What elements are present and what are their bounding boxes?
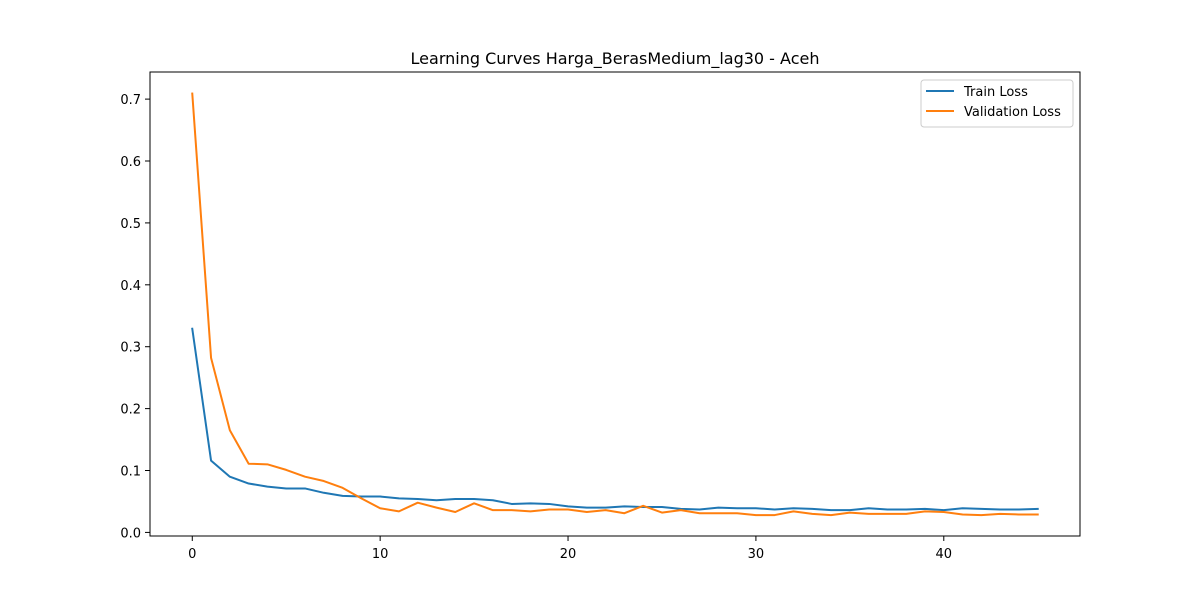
y-tick-label: 0.0 <box>120 526 141 541</box>
legend: Train Loss Validation Loss <box>920 79 1074 128</box>
x-tick-label: 30 <box>748 547 765 562</box>
y-tick-label: 0.3 <box>120 341 141 356</box>
y-tick-label: 0.7 <box>120 93 141 108</box>
x-tick-label: 20 <box>560 547 577 562</box>
y-tick-label: 0.4 <box>120 279 141 294</box>
y-tick-label: 0.5 <box>120 217 141 232</box>
x-tick-label: 10 <box>372 547 389 562</box>
legend-box <box>920 79 1074 128</box>
chart-title: Learning Curves Harga_BerasMedium_lag30 … <box>411 49 820 69</box>
x-tick-label: 0 <box>188 547 196 562</box>
axis-ticks: 0 10 20 30 40 0.0 0.1 0.2 0.3 0.4 0.5 0.6 0.7 <box>120 93 952 562</box>
y-tick-label: 0.1 <box>120 465 141 480</box>
axes-frame <box>149 71 1081 537</box>
legend-label-train-loss: Train Loss <box>963 85 1028 100</box>
series-lines <box>191 92 1039 517</box>
series-line-train-loss <box>191 327 1039 512</box>
x-tick-label: 40 <box>936 547 953 562</box>
y-tick-label: 0.6 <box>120 155 141 170</box>
y-tick-label: 0.2 <box>120 403 141 418</box>
series-line-validation-loss <box>191 92 1039 517</box>
legend-label-validation-loss: Validation Loss <box>964 105 1061 120</box>
